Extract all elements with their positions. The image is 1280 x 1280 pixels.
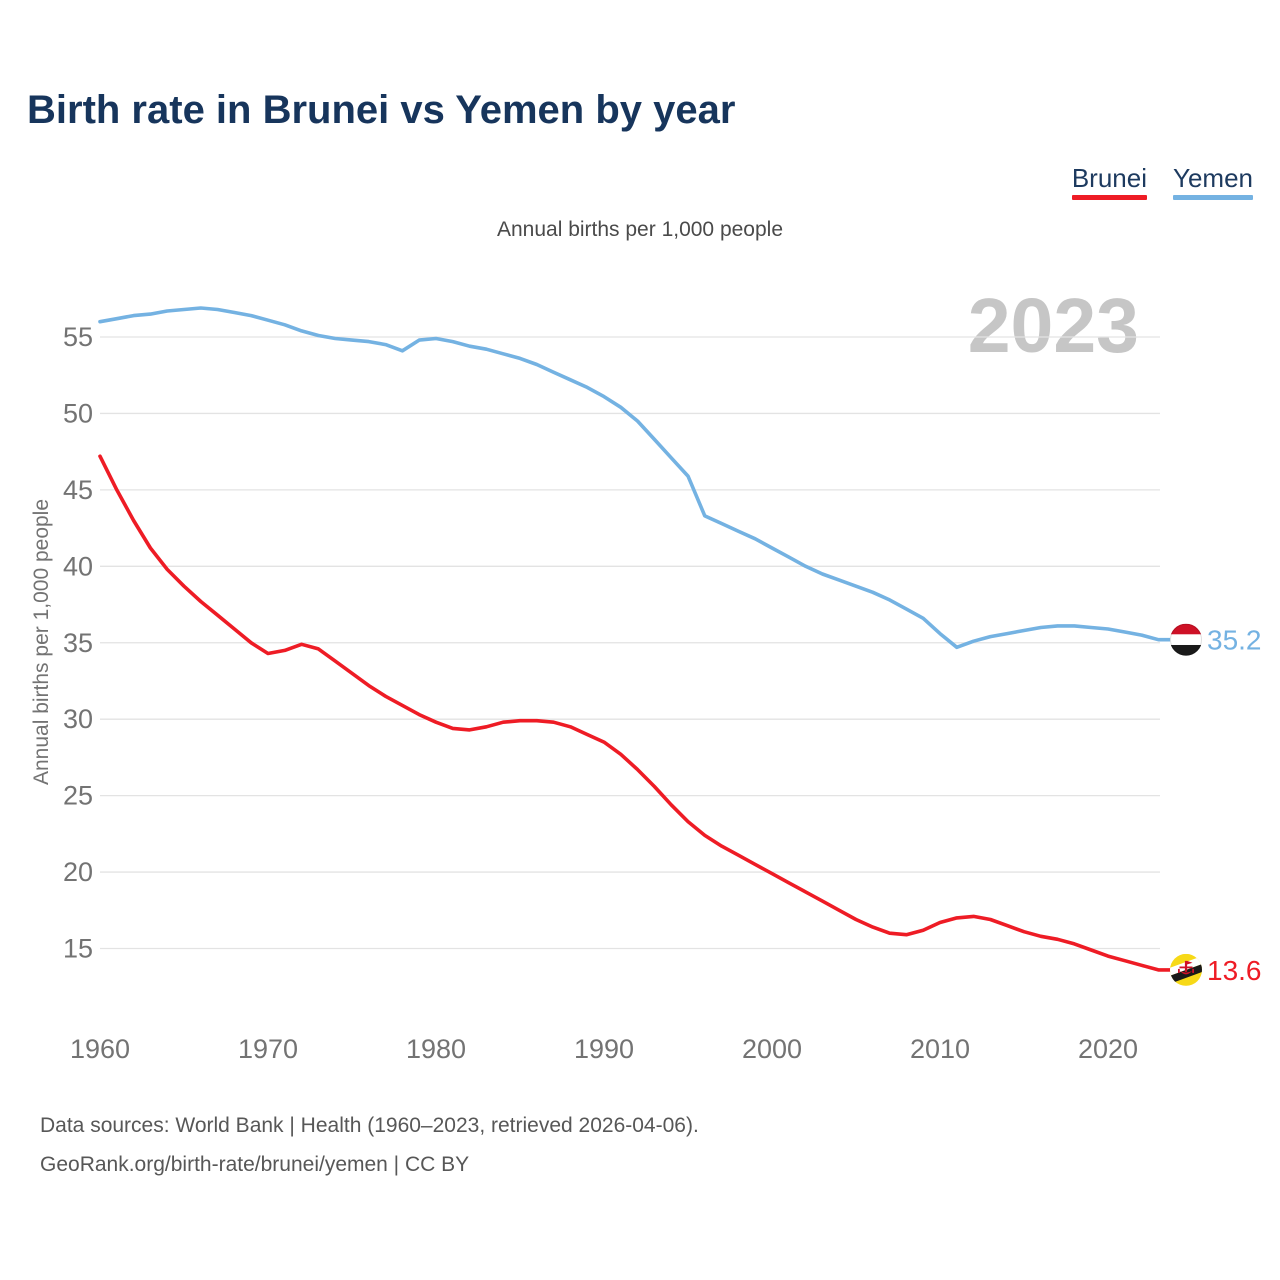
legend-item-brunei[interactable]: Brunei bbox=[1071, 163, 1147, 200]
yemen-end-value-label: 35.2 bbox=[1207, 625, 1262, 656]
brunei-line[interactable] bbox=[98, 454, 1174, 972]
legend: Brunei Yemen bbox=[1071, 163, 1253, 200]
x-tick-label: 2010 bbox=[910, 1034, 970, 1064]
source-note: Data sources: World Bank | Health (1960–… bbox=[40, 1106, 699, 1184]
y-tick-label: 25 bbox=[63, 781, 93, 811]
y-tick-label: 30 bbox=[63, 704, 93, 734]
yemen-line[interactable] bbox=[98, 306, 1174, 650]
yemen-flag-icon bbox=[1170, 623, 1202, 656]
y-tick-label: 45 bbox=[63, 475, 93, 505]
x-tick-label: 2000 bbox=[742, 1034, 802, 1064]
y-axis-title: Annual births per 1,000 people bbox=[30, 499, 53, 785]
legend-item-yemen[interactable]: Yemen bbox=[1173, 164, 1253, 200]
y-tick-label: 40 bbox=[63, 551, 93, 581]
brunei-flag-icon bbox=[1170, 953, 1202, 986]
chart-subtitle: Annual births per 1,000 people bbox=[496, 218, 784, 241]
source-line-2: GeoRank.org/birth-rate/brunei/yemen | CC… bbox=[40, 1153, 470, 1176]
y-tick-label: 35 bbox=[63, 628, 93, 658]
legend-label-yemen: Yemen bbox=[1173, 163, 1253, 193]
brunei-end-value-label: 13.6 bbox=[1207, 955, 1262, 986]
x-tick-label: 1960 bbox=[70, 1034, 130, 1064]
watermark-year: 2023 bbox=[967, 283, 1139, 369]
x-tick-label: 2020 bbox=[1078, 1034, 1138, 1064]
y-tick-label: 15 bbox=[63, 934, 93, 964]
y-tick-label: 55 bbox=[63, 322, 93, 352]
page-title: Birth rate in Brunei vs Yemen by year bbox=[27, 88, 736, 132]
source-line-1: Data sources: World Bank | Health (1960–… bbox=[40, 1114, 699, 1137]
legend-underline-brunei bbox=[1071, 195, 1147, 200]
x-tick-label: 1970 bbox=[238, 1034, 298, 1064]
y-tick-label: 20 bbox=[63, 857, 93, 887]
legend-underline-yemen bbox=[1173, 195, 1253, 200]
y-tick-label: 50 bbox=[63, 398, 93, 428]
x-tick-label: 1990 bbox=[574, 1034, 634, 1064]
legend-label-brunei: Brunei bbox=[1071, 163, 1147, 193]
x-tick-label: 1980 bbox=[406, 1034, 466, 1064]
